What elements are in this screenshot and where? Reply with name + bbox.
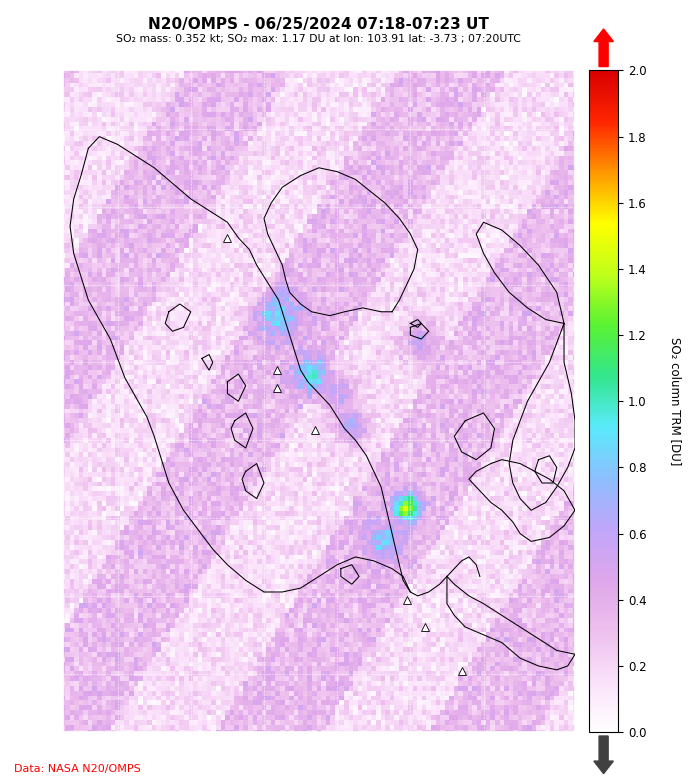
Text: SO₂ mass: 0.352 kt; SO₂ max: 1.17 DU at lon: 103.91 lat: -3.73 ; 07:20UTC: SO₂ mass: 0.352 kt; SO₂ max: 1.17 DU at … xyxy=(116,34,521,45)
Text: N20/OMPS - 06/25/2024 07:18-07:23 UT: N20/OMPS - 06/25/2024 07:18-07:23 UT xyxy=(148,17,489,32)
Y-axis label: SO₂ column TRM [DU]: SO₂ column TRM [DU] xyxy=(669,337,682,465)
Text: Data: NASA N20/OMPS: Data: NASA N20/OMPS xyxy=(14,763,141,774)
